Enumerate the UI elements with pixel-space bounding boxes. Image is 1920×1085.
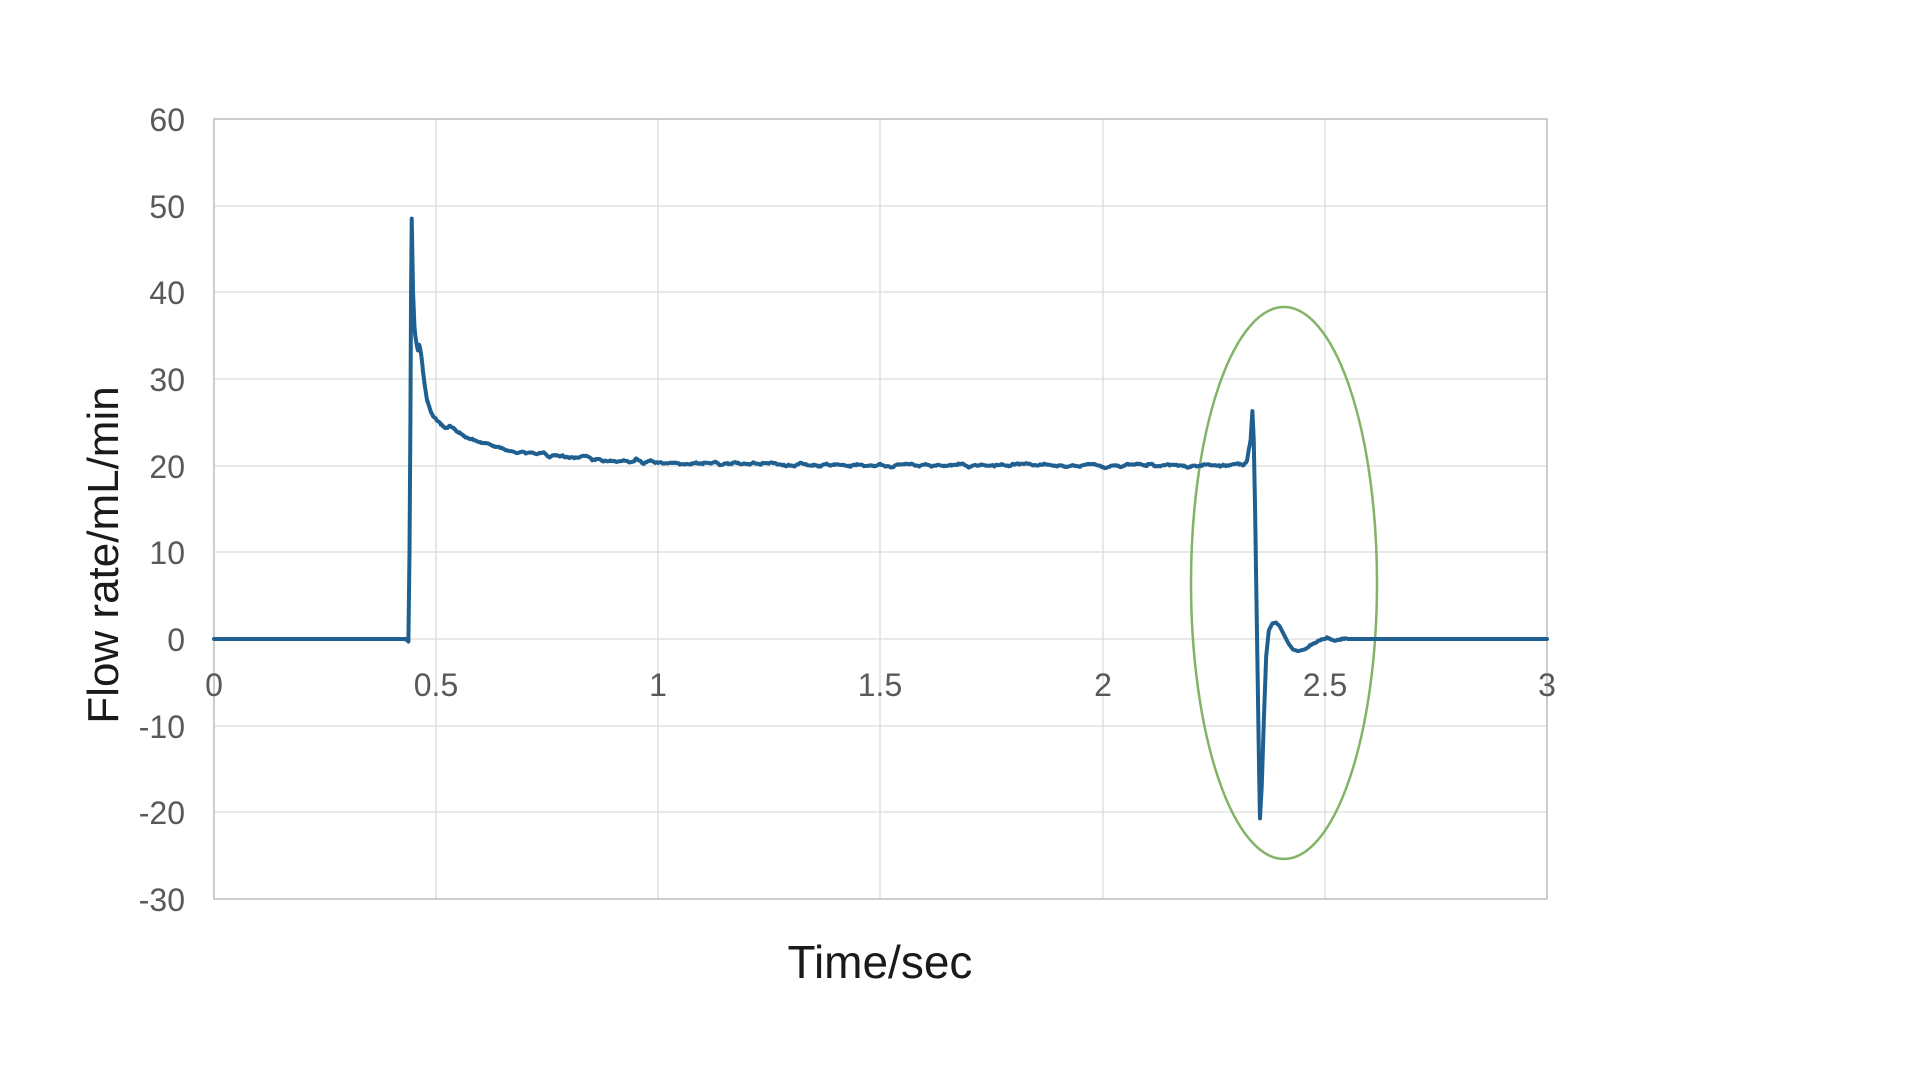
svg-text:1: 1 — [649, 667, 667, 703]
svg-text:Flow rate/mL/min: Flow rate/mL/min — [79, 386, 128, 723]
svg-text:50: 50 — [149, 189, 185, 225]
svg-text:0: 0 — [205, 667, 223, 703]
svg-text:2.5: 2.5 — [1303, 667, 1347, 703]
svg-text:30: 30 — [149, 362, 185, 398]
svg-text:20: 20 — [149, 449, 185, 485]
svg-text:-30: -30 — [139, 882, 185, 918]
svg-text:3: 3 — [1538, 667, 1556, 703]
svg-text:0: 0 — [167, 622, 185, 658]
svg-text:10: 10 — [149, 535, 185, 571]
svg-text:Time/sec: Time/sec — [788, 936, 973, 988]
svg-text:1.5: 1.5 — [858, 667, 902, 703]
svg-text:60: 60 — [149, 102, 185, 138]
svg-text:-10: -10 — [139, 709, 185, 745]
svg-text:-20: -20 — [139, 795, 185, 831]
svg-text:40: 40 — [149, 275, 185, 311]
svg-text:2: 2 — [1094, 667, 1112, 703]
svg-text:0.5: 0.5 — [414, 667, 458, 703]
